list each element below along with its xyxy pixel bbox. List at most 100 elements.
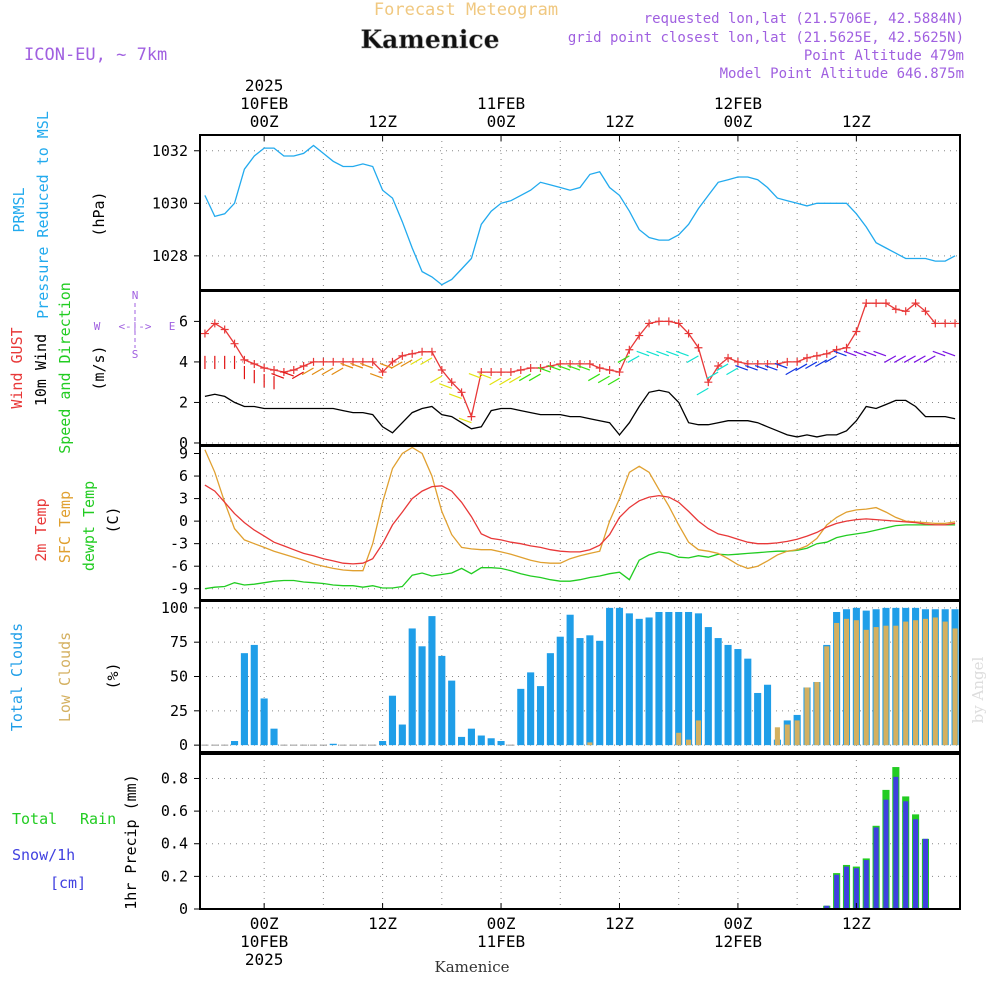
total-cloud-bar: [685, 611, 693, 746]
total-cloud-bar: [576, 638, 584, 746]
low-cloud-bar: [853, 620, 859, 746]
top-time-label: 10FEB: [240, 94, 288, 113]
gust-point-marker: [684, 329, 693, 338]
label-snow-1h: Snow/1h: [12, 846, 75, 864]
wind-direction-arrow: [410, 357, 423, 365]
wind-direction-arrow: [478, 373, 492, 379]
top-time-label: 11FEB: [477, 94, 525, 113]
gust-point-marker: [250, 359, 259, 368]
snow-precip-bar: [873, 827, 879, 909]
snow-precip-bar: [903, 801, 909, 909]
temperature-panel-frame: [199, 445, 961, 601]
y-tick-label: 6: [179, 467, 188, 485]
total-cloud-bar: [754, 692, 762, 746]
wind-direction-arrow: [833, 350, 847, 357]
compass-west: W: [94, 320, 101, 333]
location-title: Kamenice: [360, 25, 499, 54]
gust-point-marker: [457, 388, 466, 397]
precip-side-labels: Total Rain Snow/1h [cm] 1hr Precip (mm): [12, 774, 140, 909]
bottom-time-label: 12Z: [605, 914, 634, 933]
sfc-temp-line: [204, 446, 956, 572]
gust-point-marker: [388, 357, 397, 366]
total-cloud-bar: [467, 728, 475, 746]
total-cloud-bar: [428, 616, 436, 746]
wind-panel: 0 2 4 6: [179, 291, 960, 452]
wind-direction-arrow: [379, 362, 393, 369]
low-cloud-bar: [834, 622, 840, 746]
low-cloud-bar: [922, 618, 929, 746]
gust-point-marker: [487, 368, 496, 377]
gust-point-marker: [270, 366, 279, 375]
y-tick-label: 0.2: [161, 867, 188, 885]
compass-north: N: [132, 289, 139, 302]
low-cloud-bar: [942, 621, 948, 746]
low-cloud-bar: [863, 629, 869, 746]
wind-direction-arrow: [458, 417, 472, 424]
top-time-label: 12Z: [368, 112, 397, 131]
pressure-panel: 1028 1030 1032: [152, 135, 960, 290]
top-time-label: 00Z: [723, 112, 752, 131]
low-cloud-bar: [952, 628, 958, 746]
bottom-time-label: 00Z: [487, 914, 516, 933]
gust-point-marker: [822, 349, 831, 358]
gust-point-marker: [230, 339, 239, 348]
low-cloud-bar: [843, 618, 850, 746]
gust-point-marker: [200, 329, 209, 338]
gust-point-marker: [368, 357, 377, 366]
gust-point-marker: [901, 307, 910, 316]
total-cloud-bar: [260, 698, 268, 746]
gust-point-marker: [911, 299, 920, 308]
temperature-panel: -9 -6 -3 0 3 6 9: [170, 445, 960, 600]
gust-point-marker: [516, 366, 525, 375]
top-time-label: 00Z: [487, 112, 516, 131]
wind-gust-line: [204, 302, 956, 419]
gust-point-marker: [398, 351, 407, 360]
label-ms: (m/s): [90, 345, 108, 390]
wind-direction-arrow: [607, 377, 620, 386]
wind-direction-arrow: [913, 355, 926, 363]
wind-direction-arrow: [301, 367, 314, 376]
gust-point-marker: [635, 331, 644, 340]
total-cloud-bar: [596, 640, 604, 746]
gust-point-marker: [951, 319, 960, 328]
gust-point-marker: [467, 412, 476, 421]
total-cloud-bar: [556, 636, 564, 746]
gust-point-marker: [319, 357, 328, 366]
gust-point-marker: [645, 319, 654, 328]
total-cloud-bar: [458, 736, 466, 746]
wind-direction-arrow: [400, 359, 413, 368]
gust-point-marker: [427, 347, 436, 356]
label-prmsl: PRMSL: [10, 187, 28, 232]
total-cloud-bar: [645, 617, 653, 746]
wind-direction-arrow: [636, 350, 650, 357]
wind-direction-arrow: [666, 350, 679, 357]
wind-direction-arrow: [439, 383, 452, 389]
label-10m-wind: 10m Wind: [32, 334, 50, 406]
top-time-label: 12Z: [605, 112, 634, 131]
product-title: Forecast Meteogram: [374, 0, 558, 20]
y-tick-label: 6: [179, 312, 188, 330]
wind-direction-arrow: [843, 350, 857, 357]
low-cloud-bar: [873, 627, 879, 746]
y-tick-label: 1028: [152, 247, 188, 265]
low-cloud-bar: [932, 617, 938, 746]
gust-point-marker: [289, 366, 298, 375]
wind-direction-arrow: [557, 364, 571, 371]
wind-panel-frame: [199, 290, 961, 446]
plot-layer: 1028103010320246-9-6-30369025507510000.2…: [152, 76, 961, 969]
label-total-clouds: Total Clouds: [8, 623, 26, 731]
wind-direction-arrow: [686, 355, 699, 363]
wind-side-labels: Wind GUST 10m Wind Speed and Direction (…: [8, 282, 108, 454]
bottom-time-label: 00Z: [723, 914, 752, 933]
total-cloud-bar: [615, 607, 624, 746]
total-cloud-bar: [250, 644, 258, 746]
pressure-panel-frame: [199, 134, 961, 291]
wind-direction-arrow: [853, 350, 867, 357]
total-cloud-bar: [527, 672, 535, 746]
bottom-time-label: 2025: [245, 950, 284, 969]
wind-direction-arrow: [430, 375, 443, 384]
total-cloud-bar: [240, 653, 248, 746]
dewpoint-line: [204, 524, 956, 590]
gust-point-marker: [408, 349, 417, 358]
low-cloud-bar: [824, 646, 830, 746]
